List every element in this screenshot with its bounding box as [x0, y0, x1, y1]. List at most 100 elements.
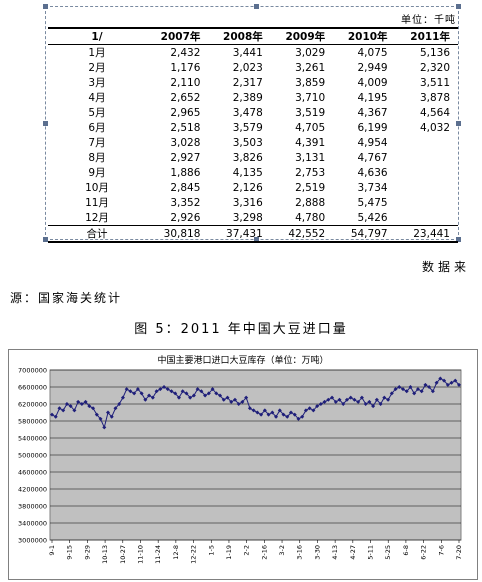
- data-point: [430, 389, 435, 394]
- data-point: [352, 397, 357, 402]
- data-point: [236, 402, 241, 406]
- y-tick-label: 6600000: [18, 384, 47, 392]
- data-point: [330, 395, 335, 400]
- data-point: [404, 389, 409, 394]
- data-point: [449, 380, 454, 385]
- value-cell: 4,780: [295, 211, 326, 224]
- data-point: [374, 397, 379, 402]
- data-point: [303, 408, 308, 413]
- data-point: [76, 399, 81, 404]
- unit-note: 单位：千吨: [401, 15, 456, 26]
- data-point: [438, 376, 443, 381]
- soybean-import-table: 1/ 2007年 2008年 2009年 2010年 2011年 1月 2,432…: [48, 27, 458, 243]
- value-cell: 3,316: [232, 196, 263, 209]
- value-cell: 3,734: [357, 181, 388, 194]
- y-tick-label: 3000000: [18, 537, 47, 545]
- x-tick-label: 1-5: [207, 545, 215, 556]
- value-cell: 4,705: [295, 121, 326, 134]
- resize-handle-br[interactable]: [456, 237, 461, 242]
- table-row: 2月 1,176 2,023 3,261 2,949 2,320: [48, 60, 458, 75]
- data-point: [415, 387, 420, 392]
- data-point: [434, 380, 439, 385]
- data-point: [281, 412, 286, 417]
- data-point: [359, 395, 364, 400]
- value-cell: 3,352: [170, 196, 201, 209]
- row-label-cell: 8月: [88, 152, 106, 164]
- value-cell: 5,426: [357, 211, 388, 224]
- resize-handle-bl[interactable]: [43, 237, 48, 242]
- data-point: [109, 414, 114, 419]
- value-cell: 2,110: [170, 76, 201, 89]
- data-point: [457, 382, 461, 387]
- value-cell: 3,441: [232, 46, 263, 59]
- data-point: [266, 412, 271, 417]
- y-tick-label: 4200000: [18, 486, 47, 494]
- value-cell: 2,845: [170, 181, 201, 194]
- x-tick-label: 7-20: [455, 545, 463, 560]
- data-point: [307, 406, 312, 411]
- data-point: [427, 385, 432, 389]
- value-cell: 2,888: [295, 196, 326, 209]
- data-point: [240, 399, 245, 404]
- data-point: [203, 393, 208, 398]
- data-point: [147, 393, 152, 398]
- source-line-tail: 数据来: [421, 260, 470, 274]
- import-table-frame[interactable]: 单位：千吨 1/ 2007年 2008年 2009年 2010年 2011年 1…: [43, 4, 461, 243]
- header-cell: 2011年: [395, 27, 458, 45]
- value-cell: [396, 180, 458, 195]
- value-cell: 2,753: [295, 166, 326, 179]
- resize-handle-tr[interactable]: [456, 4, 461, 9]
- data-point: [91, 406, 96, 411]
- data-point: [292, 412, 297, 417]
- x-tick-label: 6-22: [420, 545, 428, 560]
- data-point: [143, 397, 148, 402]
- figure-title: 图 5：2011 年中国大豆进口量: [134, 322, 348, 337]
- value-cell: 2,927: [170, 151, 201, 164]
- data-point: [442, 378, 447, 383]
- data-point: [135, 387, 140, 392]
- data-point: [356, 399, 361, 404]
- value-cell: 54,797: [333, 225, 396, 243]
- data-point: [184, 391, 189, 396]
- data-point: [188, 395, 193, 400]
- data-point: [367, 399, 372, 404]
- row-label-cell: 合计: [48, 225, 146, 243]
- table-row: 12月 2,926 3,298 4,780 5,426: [48, 210, 458, 226]
- resize-handle-tm[interactable]: [254, 4, 259, 9]
- data-point: [277, 408, 282, 413]
- header-cell: 2010年: [333, 27, 396, 45]
- data-point: [87, 404, 92, 409]
- x-tick-label: 3-2: [278, 545, 286, 556]
- value-cell: 3,028: [170, 136, 201, 149]
- value-cell: 2,317: [232, 76, 263, 89]
- data-point: [274, 414, 279, 419]
- y-tick-label: 5000000: [18, 452, 47, 460]
- value-cell: 5,475: [357, 196, 388, 209]
- data-point: [393, 387, 398, 392]
- table-total-row: 合计 30,818 37,431 42,552 54,797 23,441: [48, 225, 458, 243]
- resize-handle-tl[interactable]: [43, 4, 48, 9]
- data-point: [251, 408, 256, 413]
- data-point: [348, 395, 353, 400]
- value-cell: 37,431: [208, 225, 271, 243]
- value-cell: 4,009: [357, 76, 388, 89]
- data-point: [412, 391, 417, 396]
- value-cell: 3,859: [295, 76, 326, 89]
- data-point: [128, 389, 133, 394]
- data-point: [270, 410, 275, 415]
- value-cell: [396, 210, 458, 226]
- value-cell: 3,503: [232, 136, 263, 149]
- header-cell: 2009年: [270, 27, 334, 45]
- data-point: [337, 397, 342, 402]
- value-cell: [396, 135, 458, 150]
- value-cell: 2,389: [232, 91, 263, 104]
- row-label-cell: 2月: [88, 62, 106, 74]
- value-cell: 4,367: [357, 106, 388, 119]
- value-cell: 3,579: [232, 121, 263, 134]
- value-cell: 2,126: [232, 181, 263, 194]
- value-cell: 3,826: [232, 151, 263, 164]
- resize-handle-ml[interactable]: [43, 121, 48, 126]
- data-point: [225, 395, 230, 400]
- resize-handle-mr[interactable]: [456, 121, 461, 126]
- data-point: [64, 402, 69, 406]
